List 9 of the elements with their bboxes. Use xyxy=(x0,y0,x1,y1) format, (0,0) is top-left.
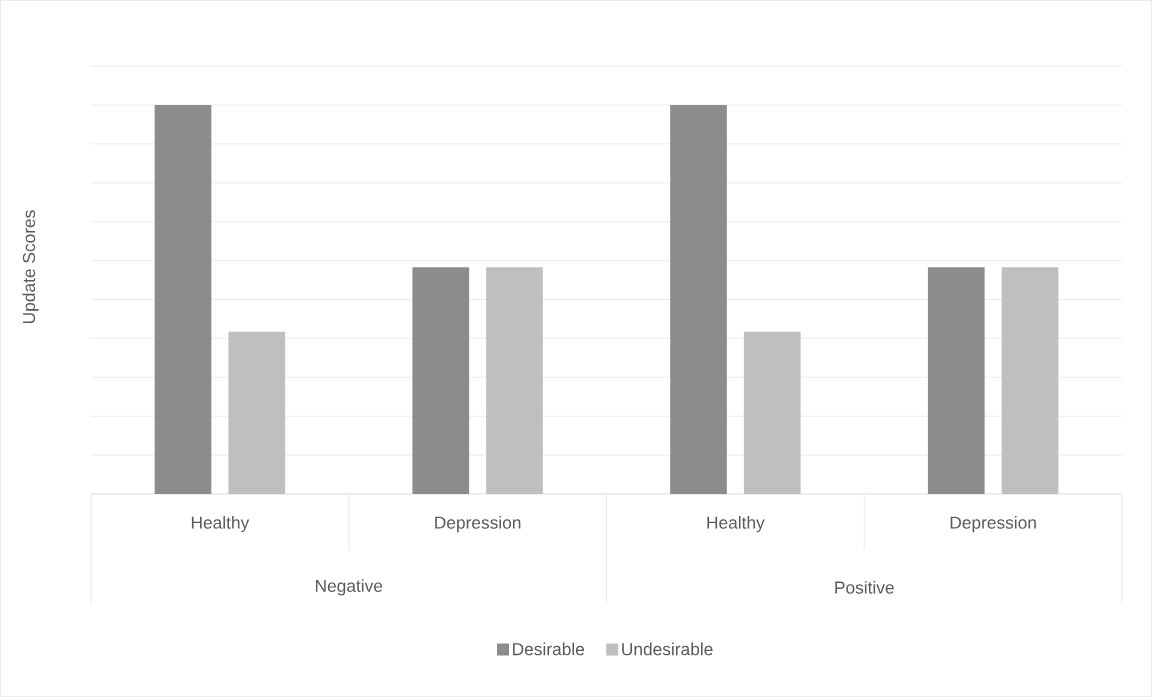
legend-label: Desirable xyxy=(513,642,585,656)
x-tick-label: Depression xyxy=(950,516,1036,533)
legend-label: Undesirable xyxy=(622,642,713,656)
text: Positive xyxy=(835,580,894,594)
x-tick-label: Healthy xyxy=(707,516,765,533)
text: Negative xyxy=(315,579,383,596)
x-tick-label: Depression xyxy=(435,516,521,533)
y-axis-title: Update Scores xyxy=(22,210,39,323)
x-tick-label: Healthy xyxy=(191,516,250,533)
